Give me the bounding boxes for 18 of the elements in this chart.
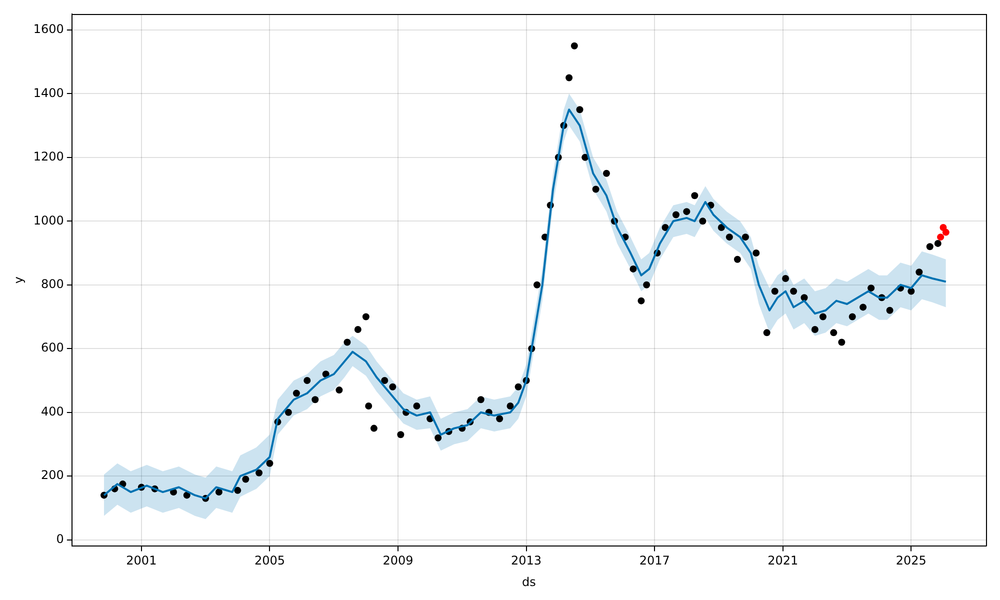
x-tick-label: 2005 — [254, 554, 285, 568]
x-tick-label: 2017 — [639, 554, 670, 568]
x-axis-title: ds — [522, 574, 536, 589]
x-tick-label: 2013 — [511, 554, 542, 568]
y-tick-label: 1200 — [33, 150, 64, 164]
x-tick-label: 2001 — [126, 554, 157, 568]
y-tick-label: 800 — [41, 277, 64, 292]
y-tick-label: 400 — [41, 404, 64, 418]
y-tick-label: 200 — [41, 468, 64, 482]
y-tick-label: 0 — [56, 532, 64, 546]
y-tick-label: 1000 — [33, 213, 64, 228]
y-axis-title: y — [11, 276, 26, 284]
x-tick-label: 2021 — [768, 554, 798, 568]
y-tick-label: 1400 — [33, 86, 64, 100]
x-tick-label: 2009 — [382, 554, 414, 568]
y-tick-label: 1600 — [33, 22, 64, 36]
y-tick-label: 600 — [41, 340, 64, 355]
x-tick-label: 2025 — [896, 554, 926, 568]
